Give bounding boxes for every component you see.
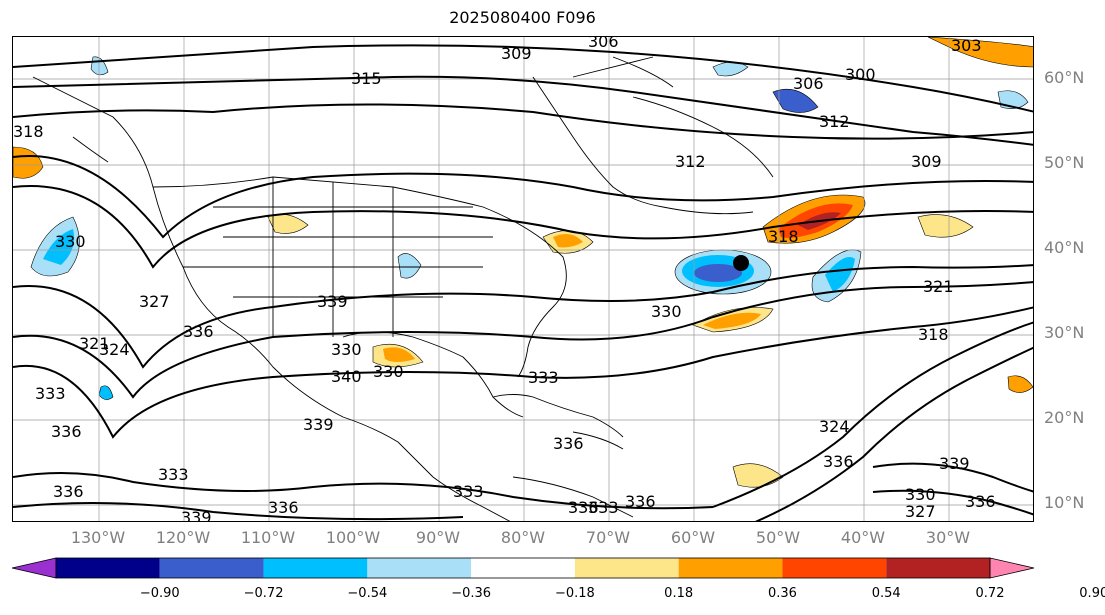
contour-label: 330 [373,362,404,381]
map-panel: 315 309 306 303 300 306 312 312 309 318 … [12,36,1034,522]
colorbar-tick-label: −0.54 [347,586,388,601]
contour-label: 336 [965,492,996,511]
contour-label: 333 [588,498,619,517]
contour-label: 330 [55,232,86,251]
lat-label-50n: 50°N [1044,153,1085,172]
colorbar-outline [55,557,991,579]
contour-label: 333 [528,368,559,387]
contour-label: 306 [793,74,824,93]
contour-label: 336 [51,422,82,441]
colorbar-segment [159,558,264,578]
colorbar-segments [11,557,1035,579]
colorbar-extend-high [989,557,1035,579]
colorbar [11,557,1035,579]
contour-label: 336 [268,498,299,517]
lat-label-40n: 40°N [1044,238,1085,257]
colorbar-segment [367,558,472,578]
colorbar-tick-label: 0.72 [975,586,1005,601]
lat-label-60n: 60°N [1044,68,1085,87]
colorbar-segment [56,558,160,578]
lon-label-110w: 110°W [240,528,296,547]
colorbar-segment [471,558,575,578]
lon-label-70w: 70°W [585,528,631,547]
storm-marker-dot [733,255,749,271]
contour-label: 318 [768,227,799,246]
contour-label: 340 [331,367,362,386]
contour-label: 330 [331,340,362,359]
contour-label: 321 [79,334,110,353]
contour-label: 336 [553,434,584,453]
contour-label: 324 [819,417,850,436]
lon-label-60w: 60°W [670,528,716,547]
contour-label: 336 [625,492,656,511]
colorbar-segment [678,558,783,578]
contour-label: 336 [183,322,214,341]
chart-title: 2025080400 F096 [449,8,596,27]
colorbar-tick-label: 0.18 [664,586,694,601]
contour-label: 336 [53,482,84,501]
colorbar-tick-label: −0.18 [554,586,595,601]
contour-label: 324 [99,340,130,359]
contour-label: 321 [923,277,954,296]
colorbar-tick-label: 0.90 [1079,586,1105,601]
contour-label: 339 [181,508,212,522]
lon-label-90w: 90°W [415,528,461,547]
colorbar-segment [886,558,990,578]
colorbar-tick-label: 0.36 [767,586,797,601]
shading-layer [13,37,1033,488]
contour-label: 336 [823,452,854,471]
contour-label: 330 [651,302,682,321]
contour-lines [13,44,1033,521]
contour-label: 336 [568,498,599,517]
contour-label-group: 315 309 306 303 300 306 312 312 309 318 … [13,37,996,522]
colorbar-segment [574,558,679,578]
lon-label-80w: 80°W [500,528,546,547]
contour-label: 327 [905,502,936,521]
contour-label: 330 [905,485,936,504]
lon-label-40w: 40°W [840,528,886,547]
map-canvas: 315 309 306 303 300 306 312 312 309 318 … [13,37,1033,522]
lat-label-30n: 30°N [1044,323,1085,342]
contour-label: 327 [139,292,170,311]
contour-label: 339 [303,415,334,434]
contour-label: 312 [819,112,850,131]
contour-label: 318 [13,122,44,141]
contour-label: 306 [588,37,619,51]
lat-label-20n: 20°N [1044,408,1085,427]
colorbar-tick-label: −0.90 [139,586,180,601]
contour-label: 309 [501,44,532,63]
lon-label-50w: 50°W [755,528,801,547]
contour-label: 303 [951,37,982,55]
contour-label: 339 [317,292,348,311]
contour-label: 333 [158,465,189,484]
colorbar-segment [263,558,368,578]
lat-label-10n: 10°N [1044,493,1085,512]
colorbar-extend-low [11,557,57,579]
contour-label: 333 [35,384,66,403]
coastlines [32,56,774,521]
contour-label: 315 [351,69,382,88]
colorbar-tick-label: −0.72 [243,586,284,601]
contour-label: 333 [453,482,484,501]
lon-label-130w: 130°W [70,528,126,547]
contour-label: 318 [918,325,949,344]
colorbar-tick-label: 0.54 [871,586,901,601]
lon-label-120w: 120°W [155,528,211,547]
lon-label-100w: 100°W [325,528,381,547]
contour-label: 309 [911,152,942,171]
contour-label: 339 [939,454,970,473]
contour-label: 312 [675,152,706,171]
colorbar-tick-label: −0.36 [451,586,492,601]
colorbar-segment [782,558,887,578]
graticule [13,37,1033,521]
lon-label-30w: 30°W [925,528,971,547]
contour-label: 300 [845,65,876,84]
